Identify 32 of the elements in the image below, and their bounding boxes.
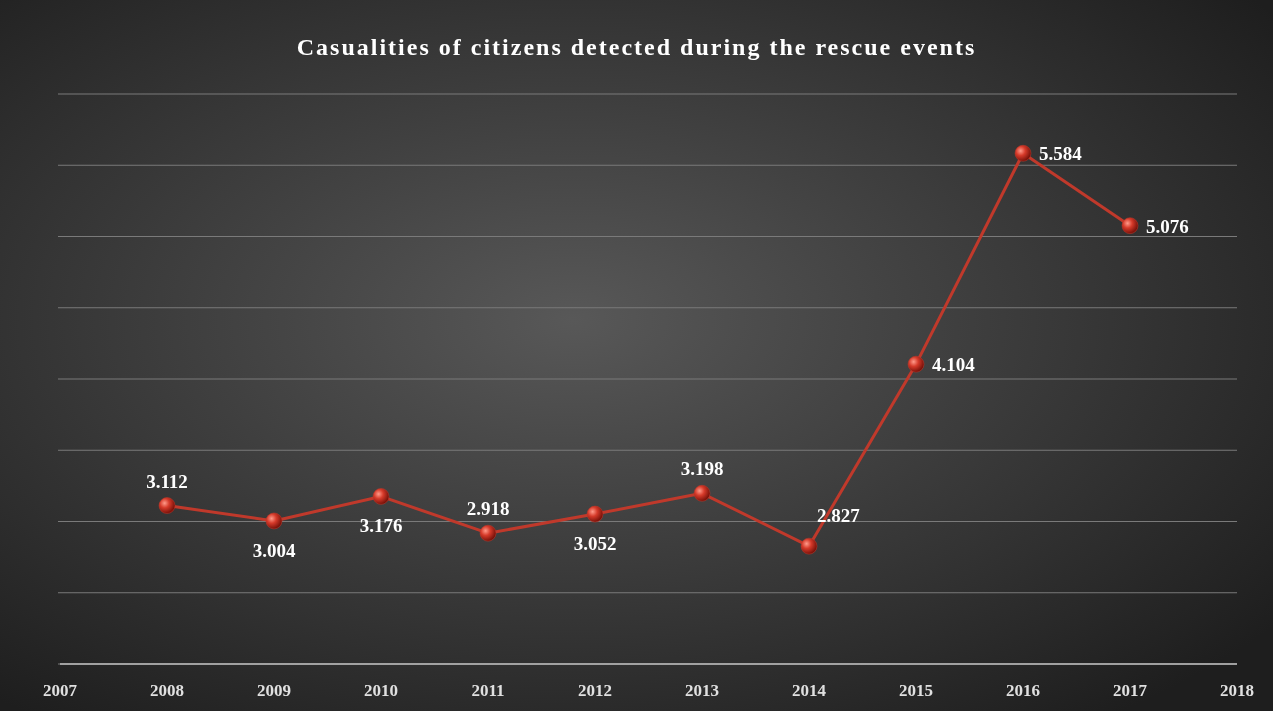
data-label: 5.076	[1146, 215, 1189, 237]
point	[1121, 217, 1139, 234]
point	[1014, 145, 1032, 162]
x-tick-label: 2009	[257, 681, 291, 700]
x-tick-label: 2008	[150, 681, 184, 700]
point	[693, 485, 711, 502]
data-label: 2.918	[466, 498, 510, 520]
x-tick-label: 2015	[899, 681, 933, 700]
x-tick-label: 2016	[1006, 681, 1040, 700]
x-tick-label: 2013	[685, 681, 719, 700]
data-label: 3.198	[680, 458, 724, 480]
data-label: 3.052	[573, 533, 617, 555]
x-tick-label: 2017	[1113, 681, 1148, 700]
point	[479, 524, 497, 542]
data-label: 5.584	[1039, 143, 1083, 165]
data-label: 3.004	[252, 539, 296, 561]
x-tick-label: 2011	[471, 681, 505, 700]
x-tick-label: 2007	[43, 681, 78, 700]
point	[265, 512, 283, 530]
x-tick-label: 2012	[578, 681, 612, 700]
point	[372, 488, 390, 505]
x-tick-label: 2014	[792, 681, 827, 700]
point	[907, 355, 925, 373]
data-label: 3.176	[359, 515, 403, 537]
chart-title: Casualities of citizens detected during the rescue events	[296, 34, 977, 60]
data-label: 4.104	[932, 354, 976, 376]
point	[586, 505, 604, 523]
point	[158, 497, 176, 514]
point	[800, 537, 818, 555]
x-tick-label: 2018	[1220, 681, 1254, 700]
data-label: 3.112	[146, 470, 188, 492]
x-tick-label: 2010	[364, 681, 398, 700]
